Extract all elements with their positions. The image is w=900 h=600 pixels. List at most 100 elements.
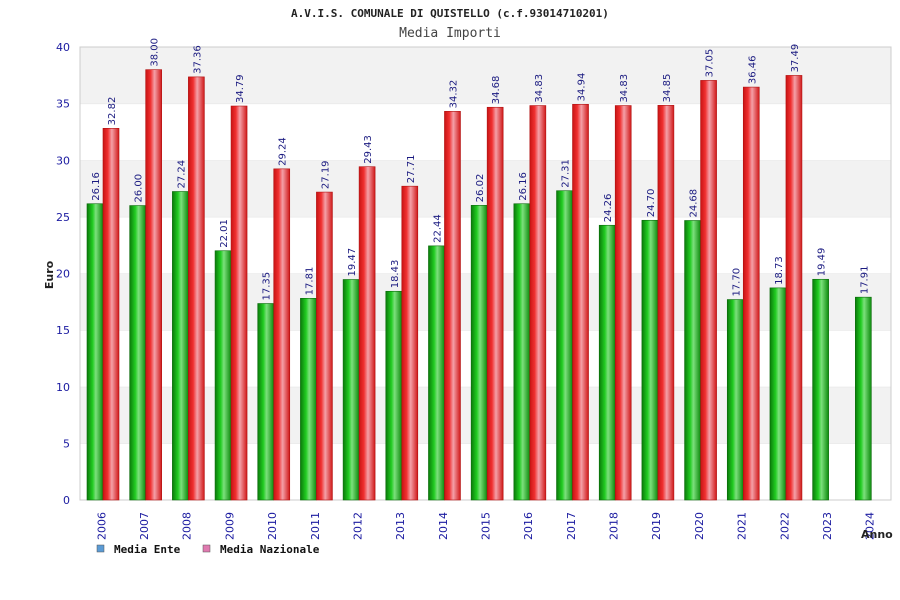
data-label: 37.05 xyxy=(705,49,716,78)
bar-media-nazionale-2014 xyxy=(444,111,461,501)
x-tick-label: 2019 xyxy=(650,512,663,540)
x-tick-label: 2018 xyxy=(608,512,621,540)
data-label: 34.83 xyxy=(534,74,545,103)
bar-media-nazionale-2020 xyxy=(700,80,717,501)
bar-media-ente-2020 xyxy=(684,220,701,501)
bar-media-nazionale-2018 xyxy=(614,105,632,501)
data-label: 38.00 xyxy=(150,38,161,67)
x-tick-label: 2007 xyxy=(138,512,151,540)
chart-subtitle: Media Importi xyxy=(399,26,501,41)
bar-media-nazionale-2015 xyxy=(486,106,504,501)
x-tick-label: 2021 xyxy=(736,512,749,540)
x-tick-label: 2009 xyxy=(223,512,236,540)
data-label: 27.24 xyxy=(176,160,187,189)
data-label: 36.46 xyxy=(747,55,758,84)
legend-label-media-ente: Media Ente xyxy=(114,543,181,556)
data-label: 34.83 xyxy=(619,74,630,103)
data-label: 17.35 xyxy=(262,272,273,301)
bar-media-ente-2017 xyxy=(556,190,573,501)
x-tick-label: 2010 xyxy=(266,512,279,540)
bar-media-ente-2014 xyxy=(428,245,445,501)
bar-media-ente-2010 xyxy=(257,303,275,501)
y-tick-label: 0 xyxy=(63,494,70,507)
bar-media-ente-2024 xyxy=(855,296,872,501)
legend-swatch-media-ente xyxy=(96,544,105,553)
y-tick-label: 35 xyxy=(56,98,70,111)
bar-media-nazionale-2010 xyxy=(273,168,291,501)
x-tick-label: 2024 xyxy=(864,512,877,540)
x-tick-label: 2016 xyxy=(522,512,535,540)
bar-media-nazionale-2011 xyxy=(316,191,333,501)
bar-media-nazionale-2013 xyxy=(401,185,419,501)
y-tick-label: 10 xyxy=(56,381,70,394)
bar-media-ente-2012 xyxy=(342,279,360,501)
y-tick-label: 5 xyxy=(63,437,70,450)
x-tick-label: 2015 xyxy=(480,512,493,540)
data-label: 19.49 xyxy=(817,248,828,277)
data-label: 34.68 xyxy=(491,76,502,105)
data-label: 18.73 xyxy=(774,256,785,285)
bar-media-ente-2018 xyxy=(598,224,616,501)
data-label: 34.94 xyxy=(577,73,588,102)
bar-media-nazionale-2022 xyxy=(785,75,803,501)
data-label: 24.70 xyxy=(646,189,657,218)
data-label: 26.16 xyxy=(91,172,102,201)
bars: 26.16 26.00 27.24 22.01 17.35 17.81 19.47 18.43… xyxy=(86,38,872,501)
bar-media-nazionale-2012 xyxy=(358,166,376,501)
x-axis: 2006 2007 2008 2009 2010 2011 2012 2013 2014 2015… xyxy=(95,512,876,540)
bar-media-ente-2009 xyxy=(214,250,232,501)
y-axis: 0 5 10 15 20 25 30 35 40 xyxy=(56,41,70,507)
data-label: 37.36 xyxy=(192,45,203,74)
bar-media-nazionale-2019 xyxy=(657,105,675,501)
bar-media-ente-2013 xyxy=(385,290,403,501)
bar-media-ente-2016 xyxy=(513,203,531,501)
data-label: 19.47 xyxy=(347,248,358,277)
data-label: 26.02 xyxy=(475,174,486,203)
bar-media-ente-2015 xyxy=(470,205,488,501)
x-tick-label: 2006 xyxy=(95,512,108,540)
bar-media-ente-2021 xyxy=(726,299,744,501)
x-tick-label: 2012 xyxy=(351,512,364,540)
data-label: 27.19 xyxy=(320,160,331,189)
x-tick-label: 2008 xyxy=(181,512,194,540)
x-axis-label: Anno xyxy=(861,528,893,541)
data-label: 26.00 xyxy=(134,174,145,203)
data-label: 29.43 xyxy=(363,135,374,164)
x-tick-label: 2011 xyxy=(309,512,322,540)
data-label: 24.68 xyxy=(689,189,700,218)
bar-media-nazionale-2016 xyxy=(529,105,547,501)
data-label: 37.49 xyxy=(790,44,801,73)
x-tick-label: 2020 xyxy=(693,512,706,540)
bar-media-nazionale-2007 xyxy=(145,69,162,501)
chart-title: A.V.I.S. COMUNALE DI QUISTELLO (c.f.9301… xyxy=(291,7,609,20)
bar-media-ente-2019 xyxy=(641,219,659,501)
y-axis-label: Euro xyxy=(43,260,56,289)
bar-media-ente-2022 xyxy=(769,287,787,501)
data-label: 24.26 xyxy=(603,194,614,223)
y-tick-label: 30 xyxy=(56,154,70,167)
bar-media-ente-2006 xyxy=(86,203,104,501)
data-label: 18.43 xyxy=(390,260,401,289)
legend-label-media-nazionale: Media Nazionale xyxy=(220,543,320,556)
data-label: 34.79 xyxy=(235,74,246,103)
bar-media-ente-2008 xyxy=(172,191,189,501)
y-tick-label: 25 xyxy=(56,211,70,224)
bar-media-ente-2007 xyxy=(129,205,146,501)
data-label: 29.24 xyxy=(278,137,289,166)
data-label: 27.31 xyxy=(561,159,572,188)
data-label: 22.44 xyxy=(432,214,443,243)
data-label: 17.91 xyxy=(859,266,870,295)
x-tick-label: 2017 xyxy=(565,512,578,540)
data-label: 34.32 xyxy=(448,80,459,109)
x-tick-label: 2013 xyxy=(394,512,407,540)
data-label: 32.82 xyxy=(107,97,118,126)
legend-swatch-media-nazionale xyxy=(202,544,211,553)
legend: Media Ente Media Nazionale xyxy=(96,543,320,556)
bar-media-nazionale-2006 xyxy=(102,128,120,501)
data-label: 34.85 xyxy=(662,74,673,103)
data-label: 26.16 xyxy=(518,172,529,201)
data-label: 22.01 xyxy=(219,219,230,248)
bar-media-ente-2011 xyxy=(300,298,317,501)
data-label: 27.71 xyxy=(406,155,417,184)
